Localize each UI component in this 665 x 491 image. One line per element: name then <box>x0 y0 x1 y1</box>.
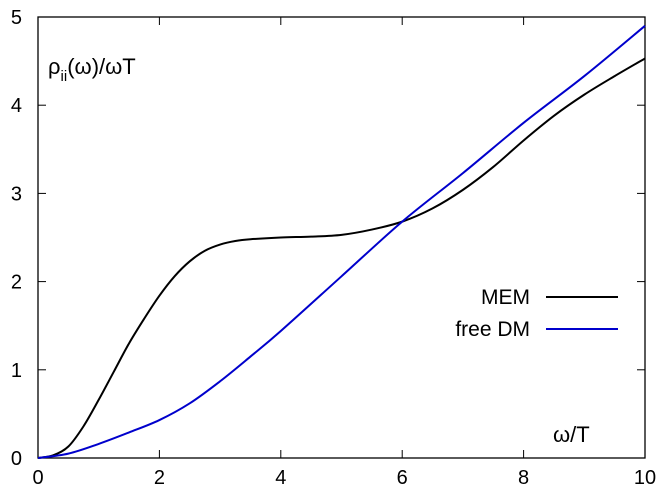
legend: MEM free DM <box>455 286 618 341</box>
x-tick-label: 6 <box>397 467 408 489</box>
y-tick-label: 4 <box>11 95 22 117</box>
x-axis-title: ω/T <box>553 422 590 447</box>
y-tick-label: 0 <box>11 448 22 470</box>
series-lines <box>37 25 646 459</box>
axis-ticks <box>37 16 646 459</box>
series-line-mem <box>37 57 646 459</box>
y-tick-label: 2 <box>11 272 22 294</box>
plot-frame <box>37 16 646 459</box>
x-tick-label: 2 <box>154 467 165 489</box>
axis-tick-labels: 0 2 4 6 8 10 0 1 2 3 4 5 <box>11 7 656 489</box>
y-tick-label: 1 <box>11 360 22 382</box>
x-tick-label: 10 <box>634 467 656 489</box>
legend-label-mem: MEM <box>481 286 530 309</box>
x-tick-label: 0 <box>32 467 43 489</box>
series-line-free-dm <box>37 25 646 459</box>
y-axis-title: ρii(ω)/ωT <box>48 54 136 85</box>
y-tick-label: 3 <box>11 183 22 205</box>
x-tick-label: 4 <box>275 467 286 489</box>
y-tick-label: 5 <box>11 7 22 29</box>
x-tick-label: 8 <box>518 467 529 489</box>
legend-label-free-dm: free DM <box>455 318 530 341</box>
